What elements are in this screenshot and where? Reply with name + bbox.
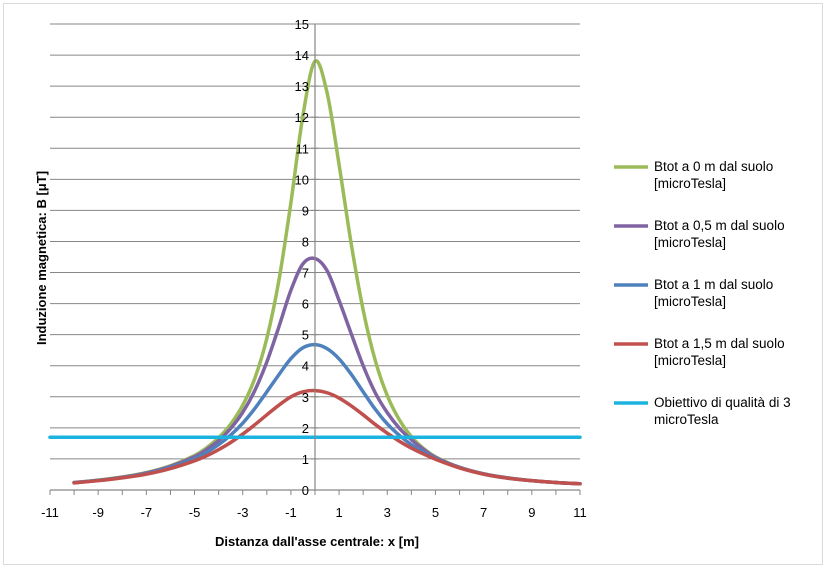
x-tick-label: 3 [384,505,391,520]
series-lines [48,59,582,486]
y-tick-label: 2 [302,421,309,436]
y-tick-label: 6 [302,297,309,312]
y-tick-label: 13 [295,79,309,94]
legend-label-5: microTesla [654,412,719,427]
y-tick-label: 12 [295,110,309,125]
x-tick-label: -7 [141,505,153,520]
y-tick-label: 11 [296,141,310,156]
legend-label-4: [microTesla] [654,353,726,368]
legend-label-1: Btot a 0 m dal suolo [654,159,773,174]
x-tick-label: 7 [480,505,487,520]
y-tick-label: 15 [295,17,309,32]
legend-label-1: [microTesla] [654,176,726,191]
axes [49,23,581,495]
x-tick-label: -9 [92,505,104,520]
x-tick-label: -5 [189,505,201,520]
legend-label-4: Btot a 1,5 m dal suolo [654,336,785,351]
legend-label-3: Btot a 1 m dal suolo [654,277,773,292]
x-tick-label: 9 [528,505,535,520]
y-tick-label: 3 [302,390,309,405]
y-tick-label: 0 [302,483,309,498]
legend-label-2: Btot a 0,5 m dal suolo [654,218,785,233]
y-tick-label: 8 [302,234,309,249]
legend-label-5: Obiettivo di qualità di 3 [654,395,791,410]
y-tick-label: 1 [302,452,309,467]
x-tick-labels: -11 -9 -7 -5 -3 -1 1 3 5 7 9 11 [41,505,587,520]
series-line-2 [72,256,582,486]
chart-frame [3,3,823,565]
legend-label-2: [microTesla] [654,235,726,250]
y-axis-title: Induzione magnetica: B [μT] [34,171,49,345]
x-tick-label: -1 [285,505,297,520]
x-tick-label: -11 [41,505,59,520]
y-tick-label: 10 [295,172,309,187]
y-tick-label: 14 [295,48,309,63]
x-tick-label: 1 [335,505,342,520]
x-tick-label: 11 [573,505,587,520]
legend-label-3: [microTesla] [654,294,726,309]
x-tick-label: -3 [237,505,249,520]
y-tick-label: 7 [302,266,309,281]
y-tick-label: 5 [302,328,309,343]
x-axis-title: Distanza dall'asse centrale: x [m] [215,534,419,549]
series-line-4 [72,388,582,486]
legend: Btot a 0 m dal suolo [microTesla] Btot a 0… [614,159,791,427]
y-tick-label: 4 [302,359,309,374]
y-tick-label: 9 [302,203,309,218]
x-tick-label: 5 [432,505,439,520]
